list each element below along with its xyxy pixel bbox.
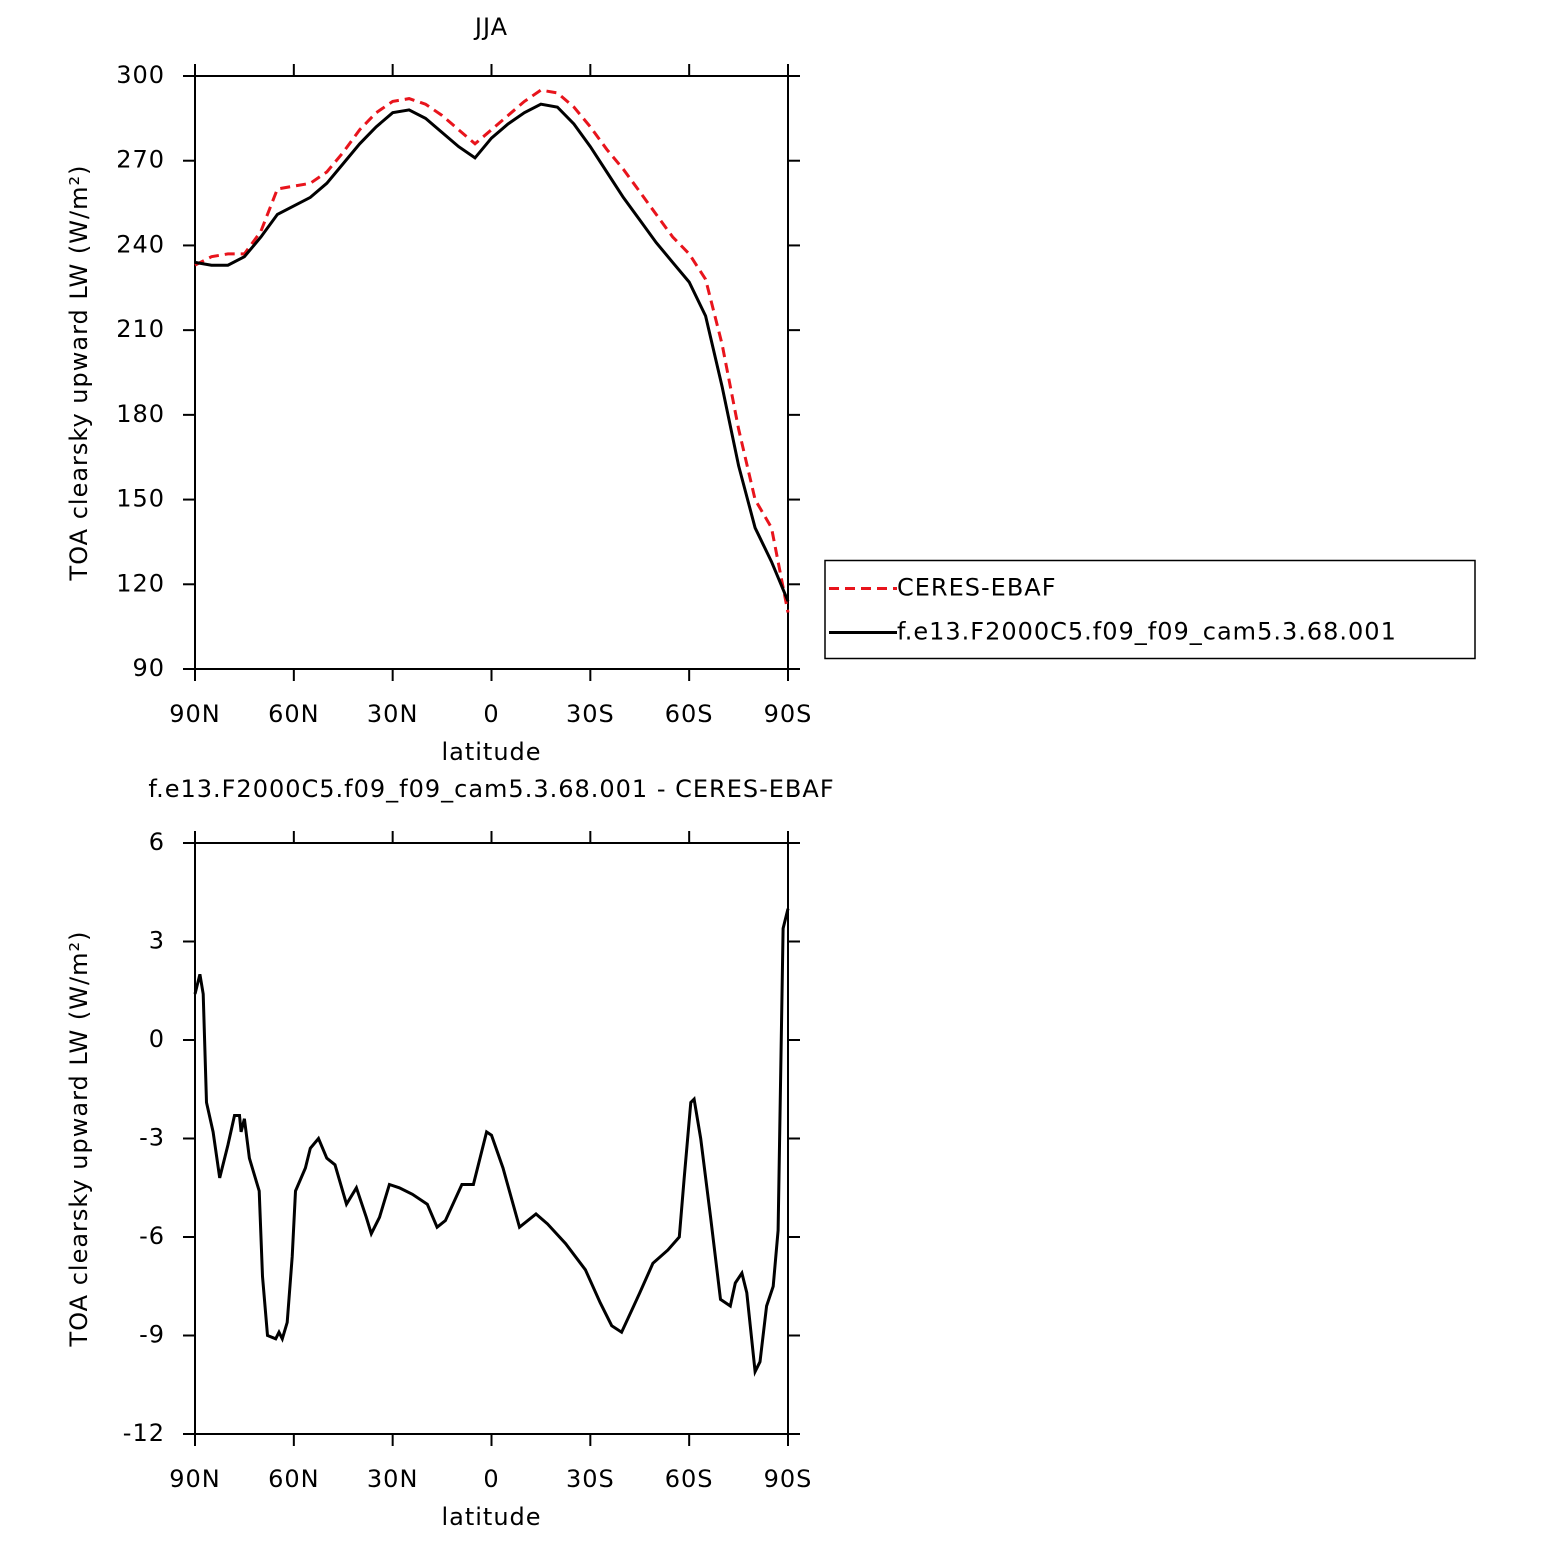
y-tick-label: 180 <box>116 400 165 428</box>
data-line <box>194 102 790 602</box>
y-tick-label: -12 <box>123 1419 165 1447</box>
x-tick-label: 90S <box>764 700 813 728</box>
x-tick-label: 60N <box>268 700 320 728</box>
x-tick-label: 30N <box>367 1465 419 1493</box>
legend-label: f.e13.F2000C5.f09_f09_cam5.3.68.001 <box>897 618 1397 646</box>
y-tick-label: 270 <box>116 146 165 174</box>
y-tick-label: -6 <box>139 1222 165 1250</box>
y-tick-label: 210 <box>116 315 165 343</box>
x-tick-label: 90S <box>764 1465 813 1493</box>
plot-frame <box>194 75 789 670</box>
chart-title: f.e13.F2000C5.f09_f09_cam5.3.68.001 - CE… <box>148 775 834 803</box>
y-tick-label: 150 <box>116 485 165 513</box>
data-line <box>193 908 790 1377</box>
y-tick-label: 0 <box>149 1025 165 1053</box>
legend-label: CERES-EBAF <box>897 574 1057 602</box>
legend-box <box>824 559 1476 660</box>
x-tick-label: 90N <box>169 700 221 728</box>
y-tick-label: -9 <box>139 1321 165 1349</box>
y-tick-label: -3 <box>139 1124 165 1152</box>
x-axis-label: latitude <box>441 1503 541 1531</box>
y-tick-label: 120 <box>116 569 165 597</box>
y-tick-label: 6 <box>149 828 165 856</box>
y-tick-label: 300 <box>116 61 165 89</box>
y-axis-label: TOA clearsky upward LW (W/m²) <box>65 165 93 582</box>
y-tick-label: 3 <box>149 927 165 955</box>
x-tick-label: 0 <box>483 700 499 728</box>
x-axis-label: latitude <box>441 738 541 766</box>
x-tick-label: 60N <box>268 1465 320 1493</box>
x-tick-label: 30N <box>367 700 419 728</box>
chart-title: JJA <box>473 13 508 41</box>
y-tick-label: 90 <box>132 654 165 682</box>
y-tick-label: 240 <box>116 230 165 258</box>
data-line <box>194 88 790 613</box>
x-tick-label: 0 <box>483 1465 499 1493</box>
x-tick-label: 90N <box>169 1465 221 1493</box>
x-tick-label: 30S <box>566 700 615 728</box>
y-axis-label: TOA clearsky upward LW (W/m²) <box>65 931 93 1348</box>
x-tick-label: 30S <box>566 1465 615 1493</box>
x-tick-label: 60S <box>665 700 714 728</box>
x-tick-label: 60S <box>665 1465 714 1493</box>
